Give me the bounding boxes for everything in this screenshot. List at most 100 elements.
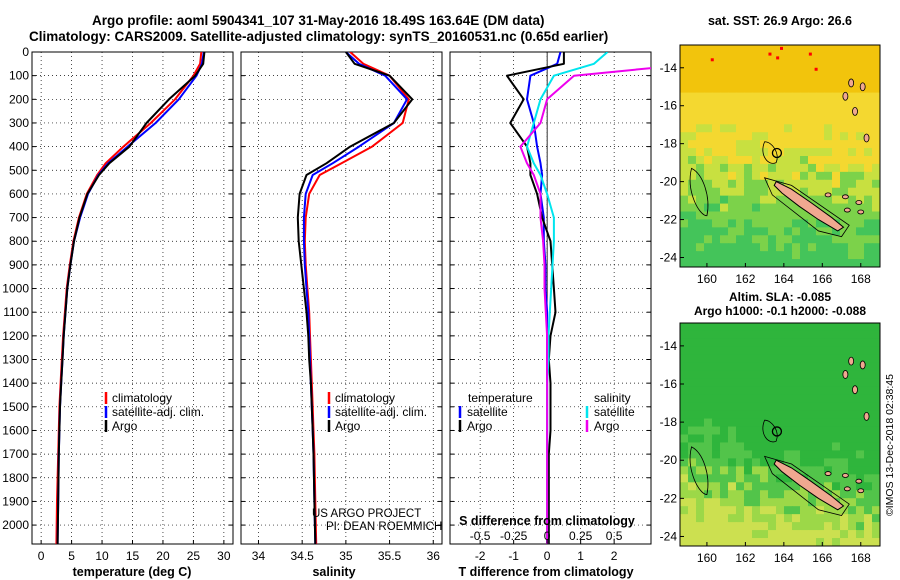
map-cell bbox=[816, 195, 825, 205]
map-cell bbox=[784, 259, 793, 267]
map-cell bbox=[736, 179, 745, 189]
map-cell bbox=[776, 530, 785, 539]
map-cell bbox=[680, 211, 689, 221]
map-cell bbox=[864, 156, 873, 165]
map-cell bbox=[744, 259, 753, 267]
map-cell bbox=[840, 330, 849, 340]
map-cell bbox=[728, 156, 737, 165]
map-cell bbox=[776, 506, 785, 515]
map-cell bbox=[832, 482, 841, 491]
legend-t-argo-label: Argo bbox=[467, 419, 493, 433]
map-cell bbox=[832, 418, 841, 428]
map-cell bbox=[680, 490, 689, 499]
map-cell bbox=[752, 466, 761, 475]
map-cell bbox=[856, 482, 865, 491]
map-cell bbox=[808, 530, 817, 539]
map-cell bbox=[808, 370, 817, 380]
map-cell bbox=[800, 466, 809, 475]
map-cell bbox=[864, 100, 873, 110]
map-cell bbox=[848, 84, 857, 94]
y-tick-label: 400 bbox=[9, 140, 29, 154]
map-cell bbox=[808, 251, 817, 260]
map-cell bbox=[872, 458, 880, 467]
map-cell bbox=[744, 76, 753, 86]
map-cell bbox=[840, 450, 849, 459]
map-cell bbox=[728, 418, 737, 428]
map-cell bbox=[872, 538, 880, 546]
map-cell bbox=[760, 498, 769, 507]
map-cell bbox=[840, 442, 849, 452]
map-cell bbox=[848, 522, 857, 531]
map-cell bbox=[768, 362, 777, 372]
map-cell bbox=[768, 219, 777, 228]
map-cell bbox=[704, 227, 713, 236]
map-cell bbox=[856, 156, 865, 165]
map-cell bbox=[704, 338, 713, 348]
map-cell bbox=[744, 179, 753, 189]
map-cell bbox=[784, 330, 793, 340]
map-cell bbox=[744, 482, 753, 491]
map-cell bbox=[688, 227, 697, 236]
map-cell bbox=[752, 354, 761, 364]
map-cell bbox=[792, 530, 801, 539]
map-cell bbox=[760, 490, 769, 499]
map-cell bbox=[768, 466, 777, 475]
map-cell bbox=[696, 346, 705, 356]
map-cell bbox=[728, 434, 737, 444]
map-cell bbox=[696, 92, 705, 102]
map-cell bbox=[848, 92, 857, 102]
map-cell bbox=[856, 410, 865, 420]
map-cell bbox=[832, 338, 841, 348]
map-cell bbox=[720, 52, 729, 62]
map-cell bbox=[784, 323, 793, 332]
map-cell bbox=[784, 458, 793, 467]
map-cell bbox=[872, 530, 880, 539]
map-cell bbox=[840, 211, 849, 221]
map-cell bbox=[688, 84, 697, 94]
map-cell bbox=[752, 370, 761, 380]
map-cell bbox=[872, 68, 880, 78]
map-cell bbox=[832, 68, 841, 78]
map-cell bbox=[808, 100, 817, 110]
map-cell bbox=[848, 251, 857, 260]
map-cell bbox=[800, 394, 809, 404]
map-cell bbox=[752, 211, 761, 221]
map-cell bbox=[840, 490, 849, 499]
map-cell bbox=[728, 251, 737, 260]
map-cell bbox=[720, 203, 729, 213]
reef-outline bbox=[762, 141, 778, 164]
map-cell bbox=[704, 378, 713, 388]
map-cell bbox=[712, 108, 721, 117]
map-cell bbox=[856, 100, 865, 110]
map-cell bbox=[800, 426, 809, 436]
map-cell bbox=[696, 259, 705, 267]
figure-title-line2: Climatology: CARS2009. Satellite-adjuste… bbox=[29, 29, 609, 44]
map-cell bbox=[840, 259, 849, 267]
map-cell bbox=[704, 179, 713, 189]
map-cell bbox=[720, 338, 729, 348]
map-x-tick-label: 166 bbox=[812, 551, 832, 565]
map-cell bbox=[752, 163, 761, 173]
map-cell bbox=[744, 458, 753, 467]
map-cell bbox=[792, 482, 801, 491]
map-cell bbox=[744, 68, 753, 78]
map-cell bbox=[704, 92, 713, 102]
map-cell bbox=[832, 514, 841, 523]
map-cell bbox=[744, 498, 753, 507]
map-cell bbox=[824, 156, 833, 165]
map-cell bbox=[752, 330, 761, 340]
map-cell bbox=[752, 235, 761, 244]
x-tick-label: 34.5 bbox=[290, 549, 314, 563]
map-cell bbox=[744, 522, 753, 531]
map-cell bbox=[744, 354, 753, 364]
x-tick-label: 2 bbox=[611, 549, 618, 563]
map-cell bbox=[784, 148, 793, 157]
map-cell bbox=[720, 434, 729, 444]
map-cell bbox=[736, 163, 745, 173]
map-cell bbox=[712, 338, 721, 348]
map-cell bbox=[872, 243, 880, 252]
map-cell bbox=[696, 45, 705, 54]
salinity-frame bbox=[240, 51, 443, 545]
map-cell bbox=[816, 92, 825, 102]
map-cell bbox=[696, 402, 705, 412]
